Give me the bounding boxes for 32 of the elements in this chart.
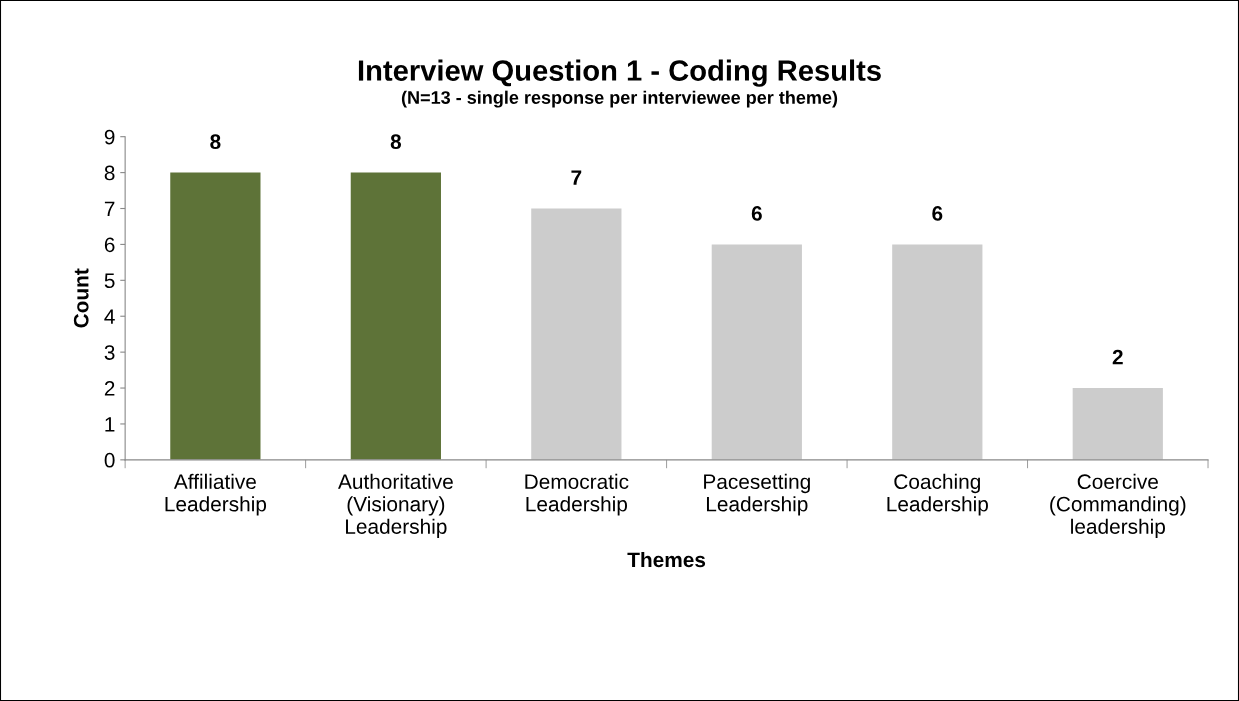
chart-title: Interview Question 1 - Coding Results: [358, 59, 881, 87]
y-tick-label: 0: [104, 452, 115, 468]
chart-subtitle: (N=13 - single response per interviewee per theme): [401, 90, 838, 108]
data-label: 7: [571, 170, 582, 185]
x-tick-label: Coaching Leadership: [887, 473, 988, 516]
y-tick-label: 9: [104, 129, 115, 145]
x-tick-label: Coercive (Commanding) leadership: [1050, 473, 1186, 539]
y-tick-label: 7: [104, 201, 115, 217]
bar: [170, 172, 261, 460]
data-label: 8: [390, 134, 402, 150]
data-label: 8: [210, 134, 221, 150]
x-tick-label: Authoritative (Visionary) Leadership: [338, 473, 453, 539]
bar: [711, 244, 802, 460]
x-tick-label: Democratic Leadership: [525, 473, 629, 516]
bar: [350, 172, 441, 460]
x-axis-title: Themes: [627, 551, 706, 568]
y-axis-title: Count: [73, 268, 89, 328]
y-tick-label: 8: [104, 165, 115, 181]
y-tick-label: 5: [104, 273, 115, 289]
bar: [531, 208, 622, 460]
data-label: 6: [751, 206, 762, 221]
y-tick-label: 4: [104, 309, 115, 324]
bar: [892, 244, 983, 460]
data-label: 2: [1112, 349, 1123, 365]
y-tick-label: 6: [104, 237, 115, 253]
y-tick-label: 2: [104, 381, 115, 396]
y-tick-label: 3: [104, 345, 115, 360]
data-label: 6: [932, 206, 943, 221]
x-tick-label: Affiliative Leadership: [165, 473, 267, 516]
bar: [1072, 388, 1163, 460]
x-tick-label: Pacesetting Leadership: [704, 473, 810, 516]
y-tick-label: 1: [105, 417, 115, 432]
